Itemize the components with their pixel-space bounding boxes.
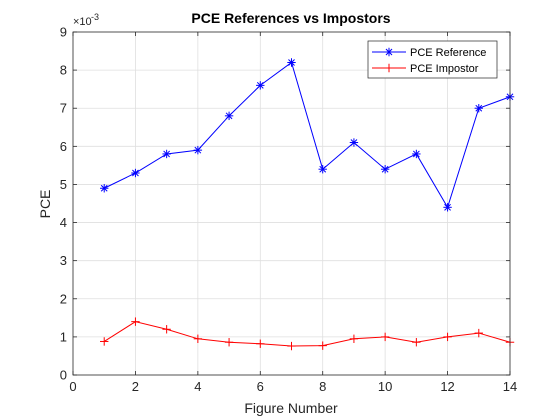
y-axis-ticks: 0 1 2 3 4 5 6 7 8 9: [60, 25, 510, 383]
data-point: [131, 168, 140, 178]
x-axis-label: Figure Number: [244, 400, 338, 416]
y-exponent-base: ×10: [73, 16, 92, 28]
data-point: [380, 165, 390, 174]
legend-marker: [384, 47, 394, 57]
data-point: [474, 104, 483, 113]
y-axis-exponent: ×10 -3: [73, 12, 99, 28]
x-tick-label: 12: [440, 379, 454, 394]
x-tick-label: 10: [378, 379, 392, 394]
y-tick-label: 6: [60, 139, 67, 154]
x-tick-label: 6: [257, 379, 264, 394]
data-point: [287, 341, 296, 351]
x-tick-label: 14: [503, 379, 517, 394]
data-point: [193, 334, 203, 343]
data-point: [287, 58, 296, 67]
y-tick-label: 9: [60, 25, 67, 40]
legend-marker: [384, 63, 394, 73]
data-point: [349, 334, 359, 343]
axes-box: [72, 31, 511, 376]
x-tick-label: 4: [194, 379, 201, 394]
data-point: [412, 338, 421, 347]
series-pce-reference: [100, 58, 515, 212]
y-tick-label: 3: [60, 253, 67, 268]
legend-entry: PCE Reference: [372, 47, 486, 59]
y-tick-label: 0: [60, 368, 67, 383]
legend: PCE Reference PCE Impostor: [367, 40, 498, 79]
x-axis-ticks: 0 2 4 6 8 10 12 14: [69, 32, 517, 394]
x-tick-label: 2: [132, 379, 139, 394]
x-tick-label: 8: [319, 379, 326, 394]
data-point: [443, 332, 452, 342]
data-point: [380, 332, 390, 342]
data-point: [100, 337, 109, 346]
y-tick-label: 7: [60, 101, 67, 116]
data-point: [162, 149, 171, 159]
series-pce-impostor: [100, 317, 515, 351]
data-point: [131, 317, 140, 326]
data-point: [224, 111, 234, 121]
series-layer: [100, 58, 515, 351]
data-point: [412, 149, 421, 159]
data-point: [256, 339, 265, 348]
data-point: [349, 138, 359, 147]
data-point: [162, 325, 171, 334]
legend-label: PCE Reference: [410, 47, 486, 59]
series-line: [103, 321, 511, 347]
data-point: [474, 328, 483, 338]
y-tick-label: 4: [60, 215, 67, 230]
series-line: [103, 61, 511, 209]
data-point: [318, 165, 327, 174]
plot-area: [73, 32, 510, 375]
y-tick-label: 2: [60, 291, 67, 306]
y-exponent-power: -3: [91, 12, 99, 22]
data-point: [193, 145, 203, 155]
data-point: [318, 341, 327, 350]
legend-label: PCE Impostor: [410, 63, 479, 75]
y-axis-label: PCE: [37, 190, 53, 219]
data-point: [100, 184, 109, 193]
data-point: [224, 338, 234, 347]
y-tick-label: 1: [60, 329, 67, 344]
data-point: [443, 203, 452, 212]
chart-title: PCE References vs Impostors: [191, 10, 390, 26]
y-tick-label: 5: [60, 177, 67, 192]
y-tick-label: 8: [60, 63, 67, 78]
x-tick-label: 0: [69, 379, 76, 394]
data-point: [256, 81, 265, 90]
legend-entry: PCE Impostor: [372, 63, 479, 75]
